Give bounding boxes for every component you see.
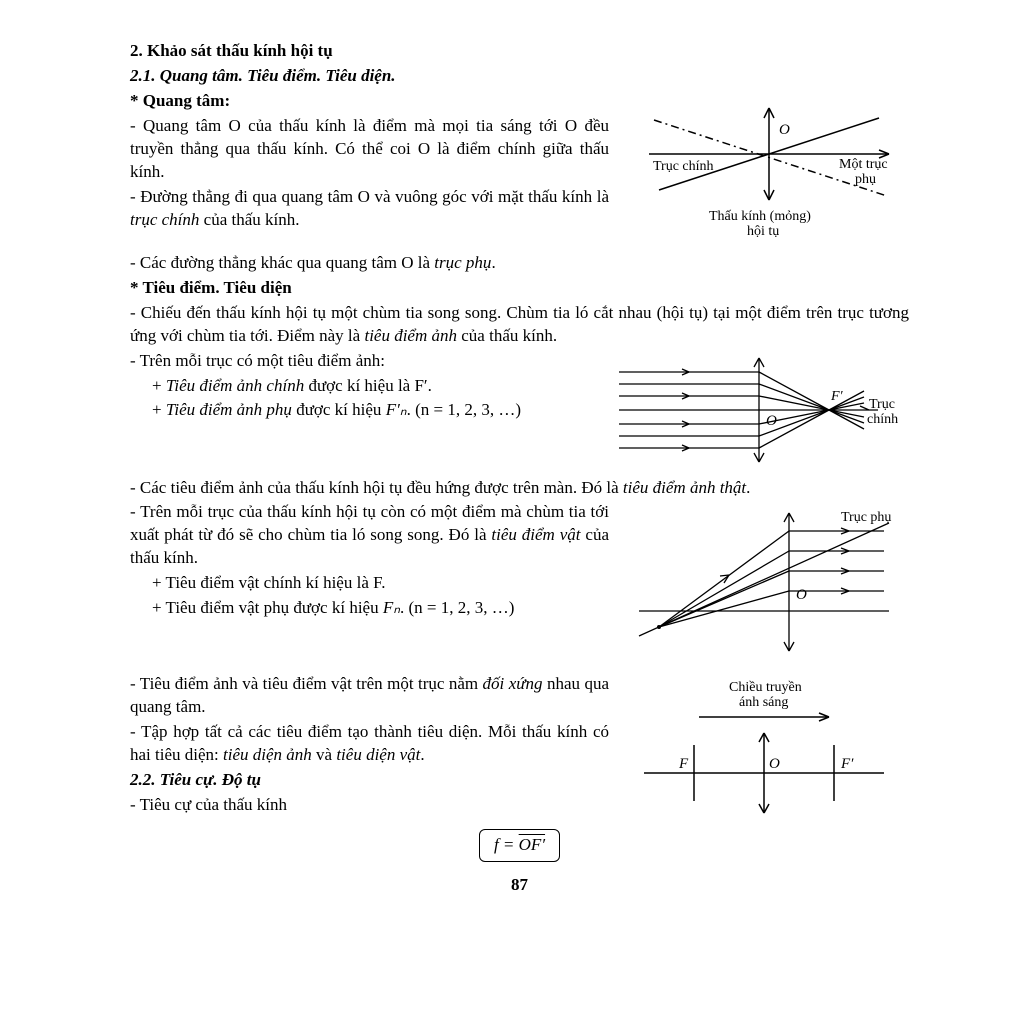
- diagram1-label-trucchinh: Trục chính: [653, 159, 714, 174]
- diagram3-label-trucphu: Trục phụ: [841, 510, 891, 525]
- diagram2-label-O: O: [766, 413, 777, 429]
- diagram-1: O Trục chính Một trụcphụ Thấu kính (mỏng…: [619, 90, 909, 252]
- diagram4-label-F: F: [678, 756, 689, 772]
- diagram-4: Chiều truyềnánh sáng F O F′: [619, 673, 909, 825]
- diagram2-label-trucchinh: Trụcchính: [867, 397, 898, 427]
- diagram4-label-O: O: [769, 756, 780, 772]
- diagram4-label-chieu: Chiều truyềnánh sáng: [729, 680, 802, 710]
- diagram-2: O F′ Trụcchính: [609, 350, 909, 477]
- diagram3-label-O: O: [796, 587, 807, 603]
- formula-row: f = OF′: [130, 829, 909, 862]
- diagram4-label-Fp: F′: [840, 756, 854, 772]
- sub-tieudiem: * Tiêu điểm. Tiêu diện: [130, 277, 909, 300]
- diagram-3: O Trục phụ: [619, 501, 909, 673]
- formula-box: f = OF′: [479, 829, 560, 862]
- diagram1-label-thaukinh: Thấu kính (mỏng)hội tụ: [709, 209, 811, 239]
- heading-2: 2. Khảo sát thấu kính hội tụ: [130, 40, 909, 63]
- heading-21: 2.1. Quang tâm. Tiêu điểm. Tiêu diện.: [130, 65, 909, 88]
- diagram1-label-O: O: [779, 122, 790, 138]
- para-tieudiem-1: - Chiếu đến thấu kính hội tụ một chùm ti…: [130, 302, 909, 348]
- para-tieudiem-5: - Các tiêu điểm ảnh của thấu kính hội tụ…: [130, 477, 909, 500]
- para-quangtam-3: - Các đường thẳng khác qua quang tâm O l…: [130, 252, 909, 275]
- page-number: 87: [130, 874, 909, 897]
- diagram2-label-F: F′: [830, 389, 844, 404]
